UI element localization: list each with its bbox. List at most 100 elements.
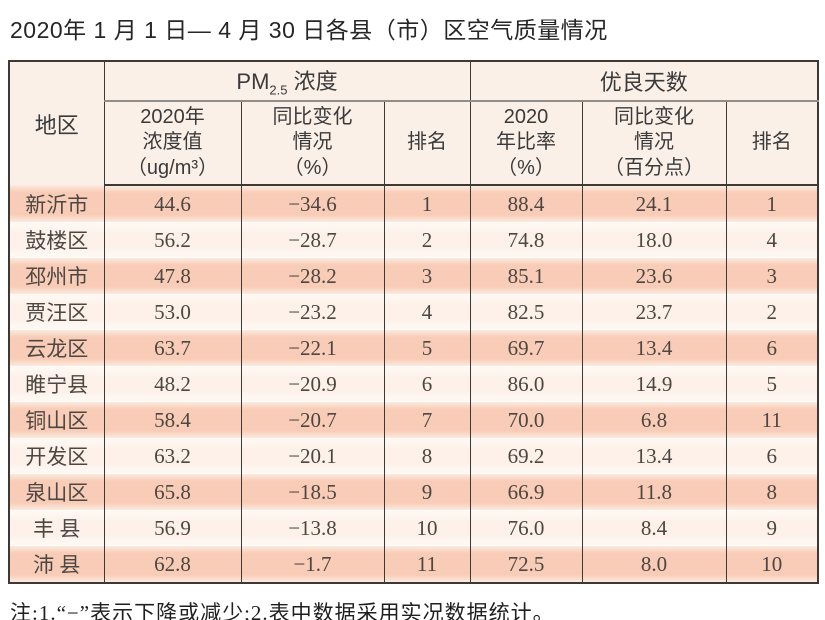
days-rank-cell: 6 (725, 438, 819, 474)
days-ratio-cell: 88.4 (469, 185, 583, 222)
days-rank-cell: 1 (725, 185, 819, 222)
region-cell: 睢宁县 (8, 366, 105, 402)
pm-change-cell: −13.8 (240, 510, 385, 546)
table-row: 邳州市 47.8 −28.2 3 85.1 23.6 3 (8, 258, 819, 294)
days-rank-cell: 8 (725, 474, 819, 510)
days-rank-cell: 10 (725, 546, 819, 583)
pm-rank-cell: 3 (383, 258, 471, 294)
table-row: 新沂市 44.6 −34.6 1 88.4 24.1 1 (8, 185, 819, 222)
days-rank-cell: 4 (725, 222, 819, 258)
pm-change-cell: −18.5 (240, 474, 385, 510)
days-change-cell: 13.4 (581, 438, 727, 474)
pm-rank-cell: 1 (383, 185, 471, 222)
days-change-cell: 8.0 (581, 546, 727, 583)
days-ratio-cell: 86.0 (469, 366, 583, 402)
pm-value-cell: 48.2 (103, 366, 242, 402)
days-rank-cell: 2 (725, 294, 819, 330)
table-row: 睢宁县 48.2 −20.9 6 86.0 14.9 5 (8, 366, 819, 402)
pm-change-cell: −1.7 (240, 546, 385, 583)
days-change-cell: 14.9 (581, 366, 727, 402)
pm-rank-cell: 11 (383, 546, 471, 583)
days-rank-cell: 6 (725, 330, 819, 366)
pm-rank-cell: 8 (383, 438, 471, 474)
col-header-days-change: 同比变化 情况 （百分点） (581, 101, 727, 186)
days-ratio-cell: 74.8 (469, 222, 583, 258)
pm-change-cell: −20.9 (240, 366, 385, 402)
days-ratio-cell: 66.9 (469, 474, 583, 510)
pm-rank-cell: 7 (383, 402, 471, 438)
pm-change-cell: −28.2 (240, 258, 385, 294)
pm-value-cell: 53.0 (103, 294, 242, 330)
pm-value-cell: 56.2 (103, 222, 242, 258)
table-body: 新沂市 44.6 −34.6 1 88.4 24.1 1 鼓楼区 56.2 −28.7 2 74.8 1… (8, 185, 819, 583)
pm-value-cell: 56.9 (103, 510, 242, 546)
region-cell: 沛 县 (8, 546, 105, 583)
pm-value-cell: 44.6 (103, 185, 242, 222)
pm-change-cell: −34.6 (240, 185, 385, 222)
air-quality-table: 地区 PM2.5 浓度 优良天数 2020年 浓度值 （ug/m³） 同比变化 … (8, 60, 820, 584)
days-rank-cell: 9 (725, 510, 819, 546)
pm-value-cell: 47.8 (103, 258, 242, 294)
table-row: 沛 县 62.8 −1.7 11 72.5 8.0 10 (8, 546, 819, 583)
region-cell: 邳州市 (8, 258, 105, 294)
table-row: 云龙区 63.7 −22.1 5 69.7 13.4 6 (8, 330, 819, 366)
days-change-cell: 6.8 (581, 402, 727, 438)
col-group-pm25: PM2.5 浓度 (103, 61, 471, 102)
pm-value-cell: 63.7 (103, 330, 242, 366)
region-cell: 铜山区 (8, 402, 105, 438)
col-header-pm-value: 2020年 浓度值 （ug/m³） (103, 101, 242, 186)
col-header-pm-change: 同比变化 情况 （%） (240, 101, 385, 186)
pm-label-rest: 浓度 (287, 69, 338, 95)
pm-rank-cell: 10 (383, 510, 471, 546)
table-header: 地区 PM2.5 浓度 优良天数 2020年 浓度值 （ug/m³） 同比变化 … (8, 61, 819, 186)
days-ratio-cell: 82.5 (469, 294, 583, 330)
days-ratio-cell: 70.0 (469, 402, 583, 438)
pm-change-cell: −20.7 (240, 402, 385, 438)
pm-rank-cell: 2 (383, 222, 471, 258)
days-rank-cell: 5 (725, 366, 819, 402)
header-sub-row: 2020年 浓度值 （ug/m³） 同比变化 情况 （%） 排名 2020 年比… (9, 101, 819, 186)
pm-change-cell: −28.7 (240, 222, 385, 258)
page-title: 2020年 1 月 1 日— 4 月 30 日各县（市）区空气质量情况 (10, 17, 608, 43)
pm-change-cell: −22.1 (240, 330, 385, 366)
days-ratio-cell: 69.7 (469, 330, 583, 366)
header-group-row: 地区 PM2.5 浓度 优良天数 (8, 61, 819, 185)
days-change-cell: 23.6 (581, 258, 727, 294)
days-ratio-cell: 76.0 (469, 510, 583, 546)
pm-value-cell: 58.4 (103, 402, 242, 438)
table-row: 贾汪区 53.0 −23.2 4 82.5 23.7 2 (8, 294, 819, 330)
col-header-pm-rank: 排名 (383, 101, 471, 186)
region-cell: 开发区 (8, 438, 105, 474)
pm-rank-cell: 4 (383, 294, 471, 330)
pm-value-cell: 63.2 (103, 438, 242, 474)
days-change-cell: 18.0 (581, 222, 727, 258)
days-change-cell: 24.1 (581, 185, 727, 222)
table-row: 铜山区 58.4 −20.7 7 70.0 6.8 11 (8, 402, 819, 438)
footnote: 注:1.“−”表示下降或减少;2.表中数据采用实况数据统计。 (10, 601, 555, 620)
days-ratio-cell: 69.2 (469, 438, 583, 474)
region-cell: 新沂市 (8, 185, 105, 222)
days-ratio-cell: 72.5 (469, 546, 583, 583)
pm-change-cell: −20.1 (240, 438, 385, 474)
region-cell: 丰 县 (8, 510, 105, 546)
region-cell: 泉山区 (8, 474, 105, 510)
days-rank-cell: 11 (725, 402, 819, 438)
region-cell: 贾汪区 (8, 294, 105, 330)
days-change-cell: 13.4 (581, 330, 727, 366)
days-change-cell: 11.8 (581, 474, 727, 510)
pm-change-cell: −23.2 (240, 294, 385, 330)
days-rank-cell: 3 (725, 258, 819, 294)
pm-value-cell: 62.8 (103, 546, 242, 583)
table-row: 鼓楼区 56.2 −28.7 2 74.8 18.0 4 (8, 222, 819, 258)
col-group-good-days: 优良天数 (469, 61, 819, 102)
region-cell: 鼓楼区 (8, 222, 105, 258)
days-change-cell: 23.7 (581, 294, 727, 330)
table-row: 泉山区 65.8 −18.5 9 66.9 11.8 8 (8, 474, 819, 510)
pm-label: PM (236, 69, 270, 95)
col-header-days-ratio: 2020 年比率 （%） (469, 101, 583, 186)
pm-rank-cell: 9 (383, 474, 471, 510)
pm-rank-cell: 5 (383, 330, 471, 366)
col-header-days-rank: 排名 (725, 101, 819, 186)
pm-subscript: 2.5 (269, 82, 288, 98)
